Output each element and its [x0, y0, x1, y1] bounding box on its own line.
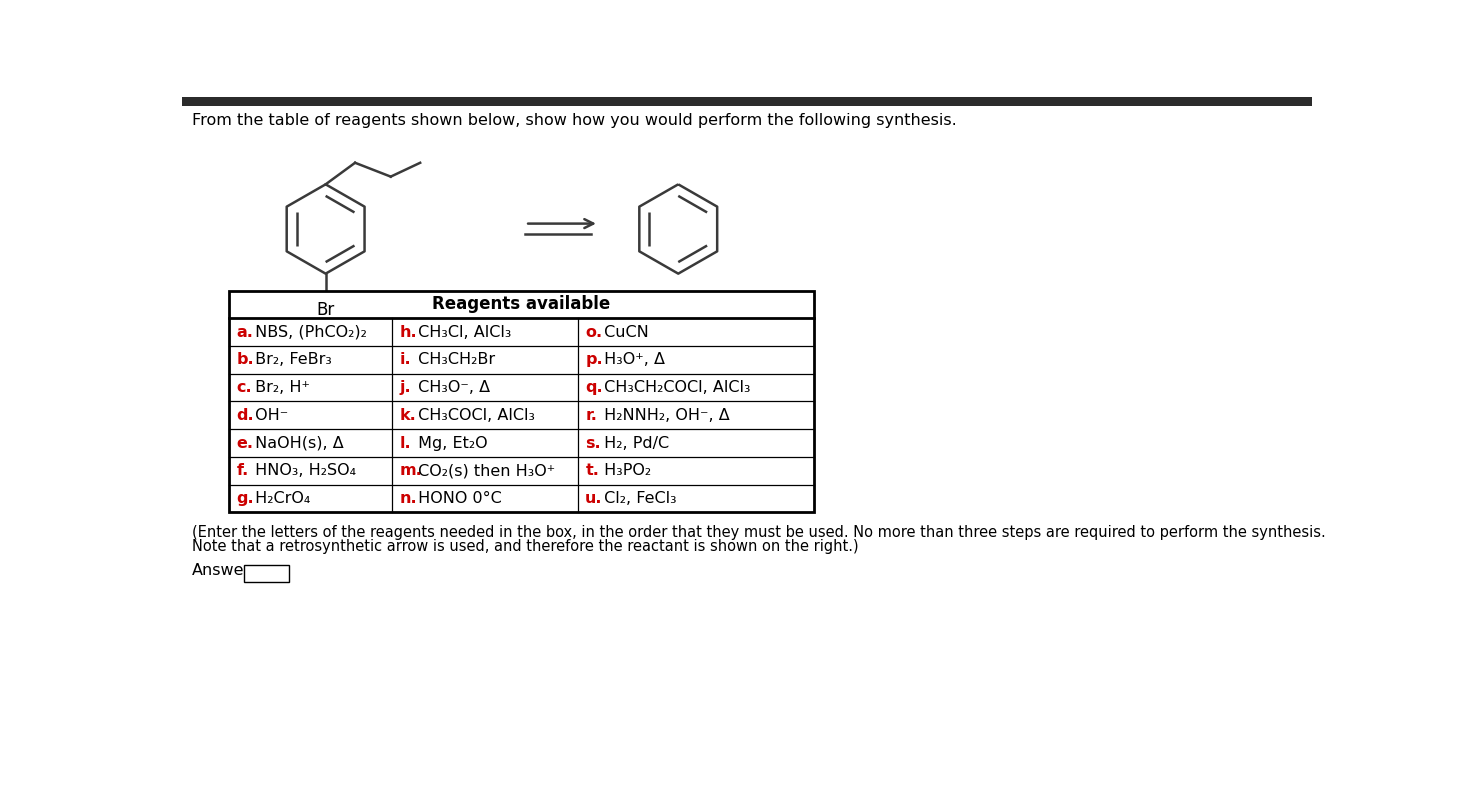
Bar: [182, 97, 1312, 105]
Text: NBS, (PhCO₂)₂: NBS, (PhCO₂)₂: [251, 324, 367, 340]
Text: H₂NNH₂, OH⁻, Δ: H₂NNH₂, OH⁻, Δ: [599, 408, 730, 423]
Text: CH₃CH₂COCl, AlCl₃: CH₃CH₂COCl, AlCl₃: [599, 380, 751, 395]
Text: l.: l.: [399, 436, 411, 451]
Text: r.: r.: [585, 408, 598, 423]
Text: Note that a retrosynthetic arrow is used, and therefore the reactant is shown on: Note that a retrosynthetic arrow is used…: [192, 539, 859, 554]
Text: g.: g.: [236, 491, 254, 506]
Text: HNO₃, H₂SO₄: HNO₃, H₂SO₄: [251, 463, 357, 478]
Text: j.: j.: [399, 380, 411, 395]
Text: CH₃COCl, AlCl₃: CH₃COCl, AlCl₃: [413, 408, 535, 423]
Text: m.: m.: [399, 463, 421, 478]
Text: Br₂, H⁺: Br₂, H⁺: [251, 380, 311, 395]
Text: c.: c.: [236, 380, 252, 395]
Text: u.: u.: [585, 491, 602, 506]
Text: CH₃O⁻, Δ: CH₃O⁻, Δ: [413, 380, 490, 395]
Text: h.: h.: [399, 324, 417, 340]
Text: e.: e.: [236, 436, 254, 451]
Text: Reagents available: Reagents available: [432, 295, 611, 313]
Text: q.: q.: [585, 380, 602, 395]
Text: b.: b.: [236, 353, 254, 367]
Bar: [229, 290, 814, 513]
Text: CO₂(s) then H₃O⁺: CO₂(s) then H₃O⁺: [413, 463, 555, 478]
Text: NaOH(s), Δ: NaOH(s), Δ: [251, 436, 344, 451]
Text: k.: k.: [399, 408, 416, 423]
Text: (Enter the letters of the reagents needed in the box, in the order that they mus: (Enter the letters of the reagents neede…: [192, 525, 1327, 539]
Text: Cl₂, FeCl₃: Cl₂, FeCl₃: [599, 491, 677, 506]
Text: CH₃CH₂Br: CH₃CH₂Br: [413, 353, 496, 367]
Text: a.: a.: [236, 324, 254, 340]
Text: Br₂, FeBr₃: Br₂, FeBr₃: [251, 353, 332, 367]
Text: n.: n.: [399, 491, 417, 506]
Text: t.: t.: [585, 463, 599, 478]
Text: OH⁻: OH⁻: [251, 408, 289, 423]
Bar: [245, 564, 289, 581]
Text: Br: Br: [316, 302, 335, 320]
Text: CuCN: CuCN: [599, 324, 649, 340]
Text: HONO 0°C: HONO 0°C: [413, 491, 502, 506]
Text: o.: o.: [585, 324, 602, 340]
Text: CH₃Cl, AlCl₃: CH₃Cl, AlCl₃: [413, 324, 512, 340]
Text: H₃PO₂: H₃PO₂: [599, 463, 652, 478]
Text: p.: p.: [585, 353, 602, 367]
Text: H₃O⁺, Δ: H₃O⁺, Δ: [599, 353, 665, 367]
Text: i.: i.: [399, 353, 411, 367]
Text: From the table of reagents shown below, show how you would perform the following: From the table of reagents shown below, …: [192, 114, 956, 128]
Text: s.: s.: [585, 436, 601, 451]
Text: H₂, Pd/C: H₂, Pd/C: [599, 436, 669, 451]
Text: Mg, Et₂O: Mg, Et₂O: [413, 436, 488, 451]
Text: d.: d.: [236, 408, 254, 423]
Text: H₂CrO₄: H₂CrO₄: [251, 491, 311, 506]
Text: f.: f.: [236, 463, 249, 478]
Text: Answer:: Answer:: [192, 563, 257, 578]
